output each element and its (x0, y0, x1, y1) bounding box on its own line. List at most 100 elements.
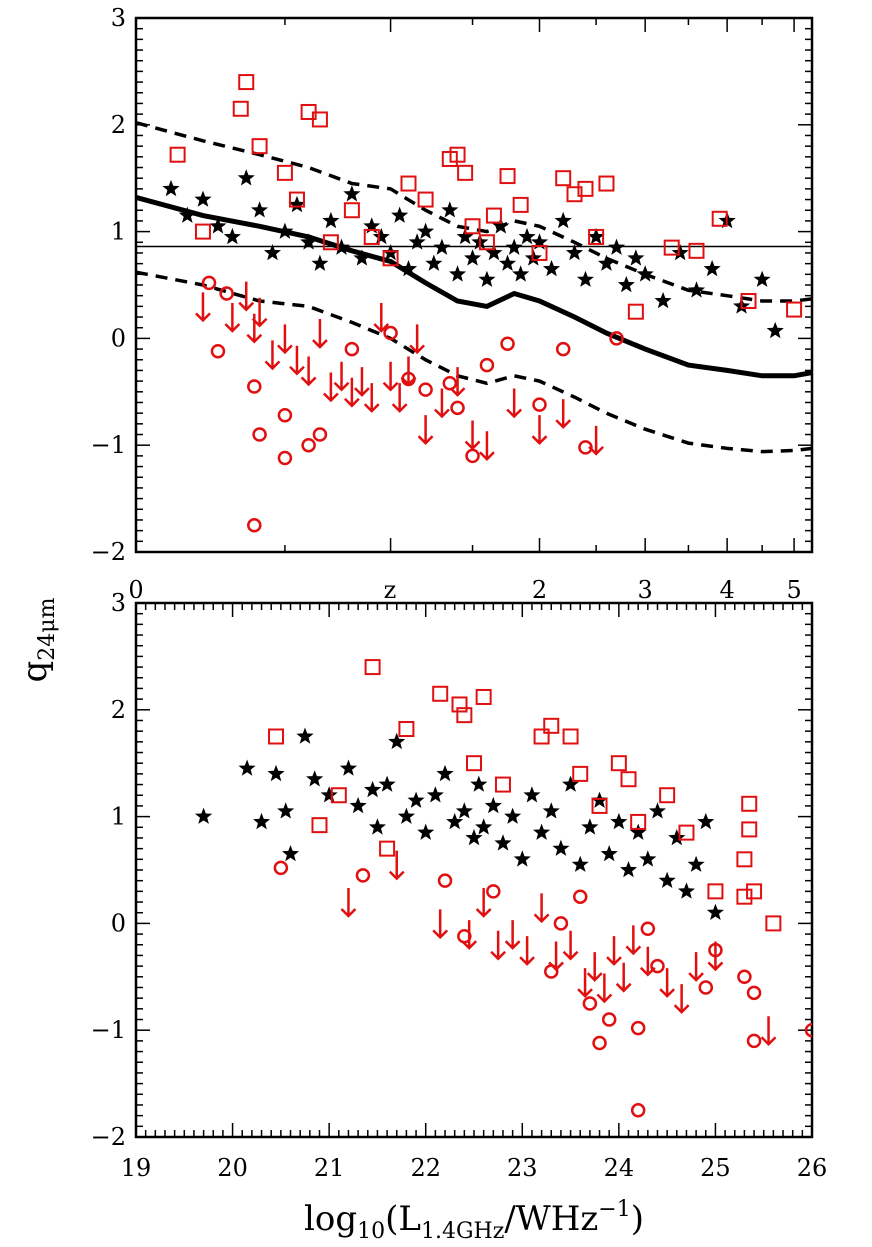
bottom-circle-point (355, 868, 371, 883)
bottom-upper-limit-arrow (519, 936, 535, 966)
bottom-square-point (268, 728, 285, 745)
top-star-point (322, 211, 340, 229)
top-upper-limit-arrow (246, 313, 263, 344)
bottom-upper-limit-arrow (673, 984, 690, 1014)
top-square-point (499, 168, 516, 185)
x-tick-label: 26 (797, 1154, 828, 1182)
top-star-point (237, 169, 255, 186)
bottom-square-point (741, 821, 758, 838)
top-square-point (464, 218, 481, 235)
top-star-point (408, 233, 426, 250)
top-square-point (194, 223, 211, 240)
top-circle-point (301, 437, 316, 453)
bottom-circle-point (650, 958, 665, 974)
top-star-point (543, 260, 561, 277)
bottom-upper-limit-arrow (707, 941, 724, 972)
bottom-star-point (639, 850, 657, 867)
top-upper-limit-arrow (506, 388, 523, 419)
top-upper-limit-arrow (363, 383, 380, 413)
z-tick-label: 4 (719, 576, 734, 604)
top-circle-point (442, 376, 458, 391)
x-axis-title: log10(L1.4GHz/WHz−1) (304, 1197, 644, 1244)
bottom-star-point (658, 871, 676, 888)
top-star-point (617, 276, 635, 293)
bottom-star-point (552, 839, 570, 856)
bottom-square-point (741, 795, 758, 812)
x-tick-label: 23 (507, 1154, 538, 1182)
top-star-point (343, 185, 361, 202)
bottom-star-point (687, 855, 705, 872)
bottom-circle-point (437, 873, 453, 888)
top-star-point (178, 206, 196, 223)
top-star-point (636, 265, 654, 282)
top-square-point (343, 202, 360, 219)
bottom-circle-point (553, 916, 569, 931)
bottom-star-point (407, 791, 425, 808)
bottom-ytick-label: −2 (91, 1123, 126, 1151)
bottom-star-point (648, 802, 666, 819)
top-upper-limit-arrow (400, 356, 417, 387)
top-star-point (251, 201, 269, 218)
bottom-star-point (610, 812, 628, 830)
bottom-star-point (620, 861, 638, 878)
bottom-square-point (765, 915, 782, 932)
top-upper-limit-arrow (464, 420, 481, 451)
model-upper-curve (136, 121, 812, 303)
top-y-tick-labels: 3 2 1 0 −1 −2 (91, 4, 126, 566)
bottom-star-point (238, 759, 256, 776)
top-circle-point (247, 379, 262, 394)
top-square-point (485, 207, 502, 224)
top-upper-limit-arrow (382, 361, 399, 392)
top-square-point (322, 234, 339, 251)
top-square-point (400, 175, 417, 192)
top-upper-limit-arrow (333, 361, 350, 392)
top-star-point (478, 270, 496, 287)
top-upper-limit-arrow (555, 399, 572, 429)
bottom-upper-limit-arrow (625, 925, 642, 956)
top-star-point (492, 217, 510, 234)
top-circle-point (465, 448, 480, 464)
z-tick-label: 0 (128, 576, 143, 604)
bottom-star-point (504, 807, 522, 824)
bottom-square-point (610, 755, 627, 772)
top-star-point (554, 211, 572, 229)
top-z-tick-labels: 0 2 3 4 5 (128, 576, 801, 604)
bottom-square-point (364, 659, 381, 676)
top-upper-limit-arrow (251, 297, 268, 328)
top-square-point (478, 234, 495, 251)
bottom-square-point (678, 824, 695, 841)
bottom-ytick-label: 0 (111, 909, 126, 937)
bottom-upper-limit-arrow (760, 1016, 777, 1046)
top-upper-limit-arrow (300, 356, 317, 387)
top-star-point (597, 254, 615, 271)
top-upper-limit-arrow (264, 340, 281, 371)
bottom-upper-limit-arrow (577, 968, 593, 998)
bottom-star-point (470, 775, 488, 792)
top-upper-limit-arrow (417, 415, 434, 445)
top-square-point (238, 74, 255, 91)
top-star-point (353, 249, 371, 266)
top-square-point (288, 191, 305, 208)
top-square-point (663, 239, 680, 256)
top-upper-limit-arrow (409, 324, 426, 355)
bottom-upper-limit-arrow (615, 962, 632, 993)
top-star-point (608, 238, 626, 255)
bottom-ytick-label: 3 (111, 589, 126, 617)
top-star-point (530, 233, 549, 250)
top-square-point (588, 228, 605, 245)
z-tick-label: 5 (786, 576, 801, 604)
top-square-point (577, 180, 594, 197)
bottom-star-point (706, 903, 724, 920)
bottom-star-point (426, 786, 444, 803)
bottom-star-point (542, 802, 560, 819)
top-star-point (518, 227, 536, 245)
top-ytick-label: 1 (111, 218, 126, 246)
bottom-square-point (398, 721, 415, 738)
bottom-star-point (484, 796, 502, 814)
bottom-star-point (436, 764, 454, 782)
bottom-square-point (494, 776, 511, 793)
bottom-square-point (451, 696, 468, 713)
top-square-point (531, 244, 548, 261)
top-circle-point (210, 343, 226, 359)
bottom-circle-point (746, 985, 762, 1001)
